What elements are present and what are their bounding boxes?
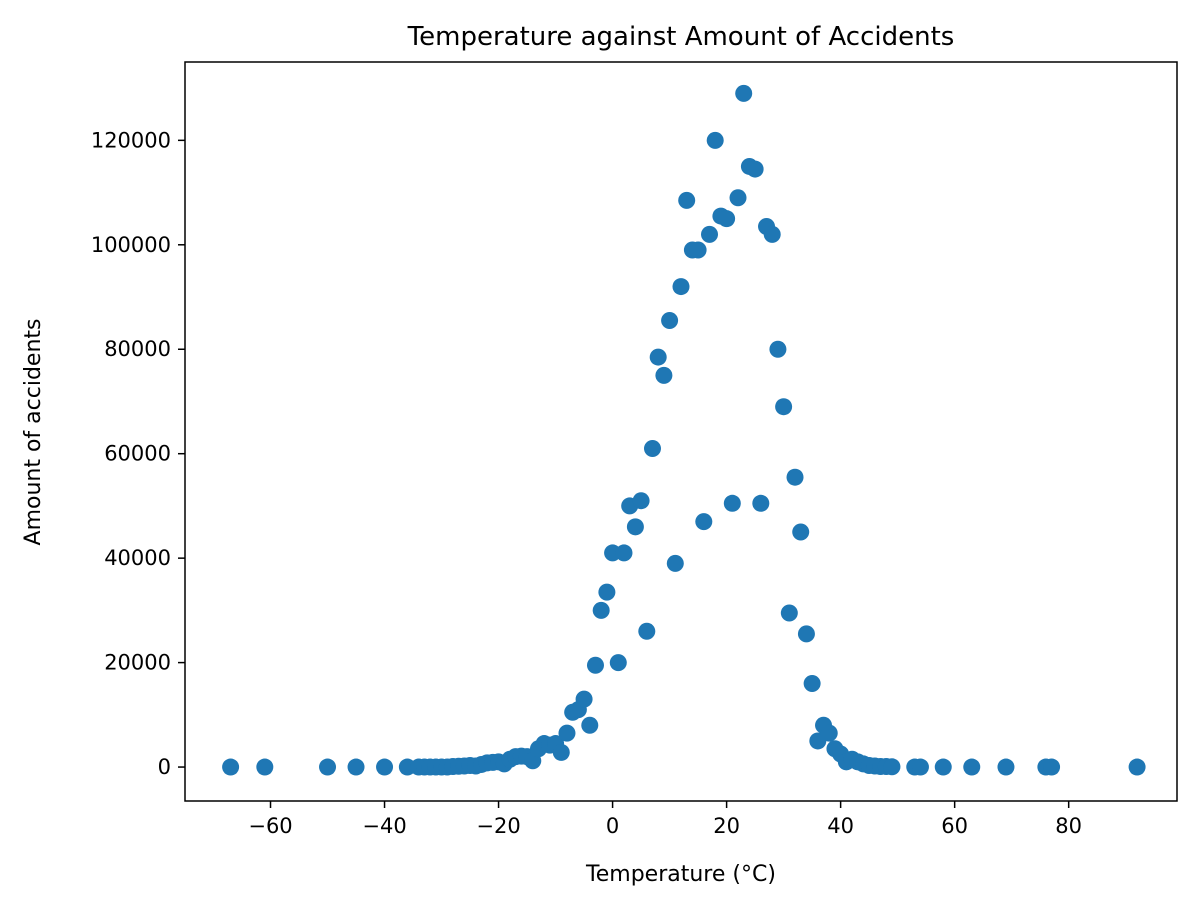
x-axis-ticks: −60 −40 −20 0 20 40 60 80: [248, 801, 1082, 838]
data-point: [718, 210, 736, 228]
data-point: [786, 468, 804, 486]
x-tick-label: −20: [476, 814, 520, 838]
data-point: [729, 189, 747, 207]
data-point: [803, 674, 821, 692]
data-point: [638, 622, 656, 640]
data-point: [775, 398, 793, 416]
data-point: [769, 340, 787, 358]
x-tick-label: −40: [362, 814, 406, 838]
data-points: [222, 84, 1146, 776]
data-point: [575, 690, 593, 708]
x-axis-label: Temperature (°C): [585, 862, 776, 887]
data-point: [609, 654, 627, 672]
data-point: [586, 656, 604, 674]
data-point: [963, 758, 981, 776]
data-point: [649, 348, 667, 366]
data-point: [678, 191, 696, 209]
data-point: [695, 513, 713, 531]
y-axis-ticks: 0 20000 40000 60000 80000 100000 120000: [91, 128, 185, 779]
data-point: [911, 758, 929, 776]
x-tick-label: −60: [248, 814, 292, 838]
data-point: [655, 366, 673, 384]
data-point: [752, 494, 770, 512]
data-point: [883, 758, 901, 776]
y-tick-label: 120000: [91, 128, 171, 152]
data-point: [672, 278, 690, 296]
data-point: [615, 544, 633, 562]
data-point: [256, 758, 274, 776]
data-point: [598, 583, 616, 601]
data-point: [723, 494, 741, 512]
y-tick-label: 60000: [104, 442, 171, 466]
x-tick-label: 60: [941, 814, 968, 838]
x-tick-label: 0: [606, 814, 619, 838]
data-point: [376, 758, 394, 776]
plot-area: [184, 61, 1178, 802]
data-point: [626, 518, 644, 536]
x-tick-label: 20: [713, 814, 740, 838]
x-tick-label: 80: [1055, 814, 1082, 838]
y-tick-label: 20000: [104, 651, 171, 675]
data-point: [701, 225, 719, 243]
data-point: [581, 716, 599, 734]
data-point: [763, 225, 781, 243]
data-point: [1043, 758, 1061, 776]
data-point: [558, 724, 576, 742]
data-point: [746, 160, 764, 178]
data-point: [735, 84, 753, 102]
chart-title: Temperature against Amount of Accidents: [407, 22, 955, 52]
data-point: [706, 131, 724, 149]
y-tick-label: 80000: [104, 337, 171, 361]
data-point: [780, 604, 798, 622]
data-point: [792, 523, 810, 541]
data-point: [643, 439, 661, 457]
data-point: [661, 312, 679, 330]
data-point: [797, 625, 815, 643]
data-point: [319, 758, 337, 776]
y-axis-label: Amount of accidents: [21, 319, 46, 546]
data-point: [592, 601, 610, 619]
x-tick-label: 40: [827, 814, 854, 838]
data-point: [552, 743, 570, 761]
data-point: [997, 758, 1015, 776]
data-point: [1128, 758, 1146, 776]
data-point: [689, 241, 707, 259]
data-point: [820, 724, 838, 742]
data-point: [632, 492, 650, 510]
data-point: [934, 758, 952, 776]
data-point: [222, 758, 240, 776]
y-tick-label: 40000: [104, 546, 171, 570]
data-point: [347, 758, 365, 776]
y-tick-label: 100000: [91, 233, 171, 257]
data-point: [666, 554, 684, 572]
y-tick-label: 0: [158, 755, 171, 779]
